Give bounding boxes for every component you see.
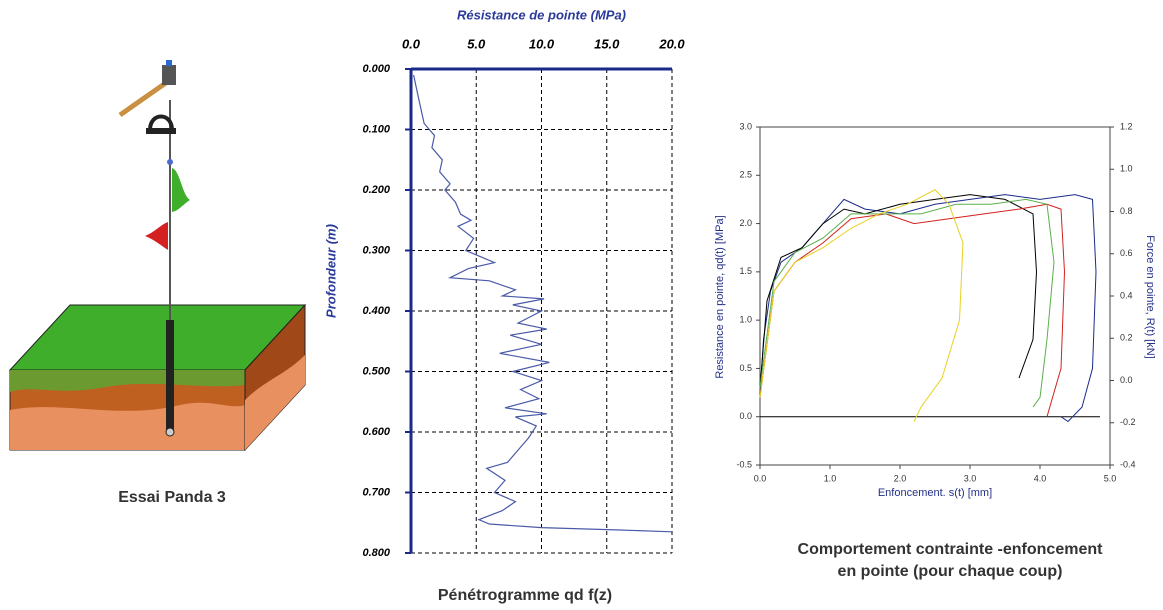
x-tick-label: 0.0 — [402, 36, 421, 51]
y2-tick-label: -0.4 — [1120, 459, 1136, 469]
y-tick-label: 0.200 — [362, 184, 390, 196]
y2-tick-label: 0.4 — [1120, 290, 1133, 300]
y-tick-label: -0.5 — [736, 459, 752, 469]
chart-title: Comportement contrainte -enfoncement — [798, 541, 1104, 558]
x-tick-label: 3.0 — [964, 473, 977, 483]
y-tick-label: 0.500 — [362, 365, 390, 377]
y2-axis-title: Force en pointe, R(t) [kN] — [1144, 235, 1156, 359]
y-tick-label: 0.400 — [362, 305, 390, 317]
panda-illustration: Essai Panda 3 — [8, 60, 307, 506]
y-axis-title: Resistance en pointe, qd(t) [MPa] — [714, 215, 726, 378]
x-tick-label: 20.0 — [658, 36, 685, 51]
series-line — [413, 74, 673, 533]
y-tick-label: 0.600 — [362, 426, 390, 438]
y-axis-title: Profondeur (m) — [323, 224, 338, 318]
y2-tick-label: 1.2 — [1120, 121, 1133, 131]
y-tick-label: 0.100 — [362, 123, 390, 135]
y2-tick-label: 0.6 — [1120, 248, 1133, 258]
x-tick-label: 15.0 — [594, 36, 620, 51]
series-line — [759, 189, 964, 422]
y2-tick-label: 0.0 — [1120, 375, 1133, 385]
y-tick-label: 0.700 — [362, 486, 390, 498]
chart-title: Pénétrogramme qd f(z) — [438, 587, 612, 604]
x-axis-title: Résistance de pointe (MPa) — [457, 7, 626, 22]
series-line — [759, 203, 1066, 417]
y-tick-label: 2.0 — [739, 218, 752, 228]
x-axis-title: Enfoncement. s(t) [mm] — [878, 487, 992, 499]
x-tick-label: 0.0 — [754, 473, 767, 483]
y-tick-label: 0.300 — [362, 244, 390, 256]
y-tick-label: 0.000 — [362, 63, 390, 75]
y-tick-label: 2.5 — [739, 170, 752, 180]
y2-tick-label: -0.2 — [1120, 417, 1136, 427]
y-tick-label: 0.800 — [362, 547, 390, 559]
series-line — [759, 194, 1038, 388]
x-tick-label: 10.0 — [529, 36, 555, 51]
illustration-caption: Essai Panda 3 — [118, 489, 226, 506]
x-tick-label: 5.0 — [467, 36, 486, 51]
chart-title: en pointe (pour chaque coup) — [838, 563, 1063, 580]
x-tick-label: 2.0 — [894, 473, 907, 483]
y2-tick-label: 0.2 — [1120, 333, 1133, 343]
x-tick-label: 5.0 — [1104, 473, 1117, 483]
y-tick-label: 0.5 — [739, 363, 752, 373]
plot-frame — [759, 126, 1111, 466]
y2-tick-label: 0.8 — [1120, 206, 1133, 216]
y2-tick-label: 1.0 — [1120, 164, 1133, 174]
y-tick-label: 1.5 — [739, 266, 752, 276]
y-tick-label: 1.0 — [739, 315, 752, 325]
x-tick-label: 1.0 — [824, 473, 837, 483]
series-line — [759, 194, 1097, 423]
y-tick-label: 0.0 — [739, 411, 752, 421]
x-tick-label: 4.0 — [1034, 473, 1047, 483]
y-tick-label: 3.0 — [739, 121, 752, 131]
series-line — [759, 198, 1055, 408]
